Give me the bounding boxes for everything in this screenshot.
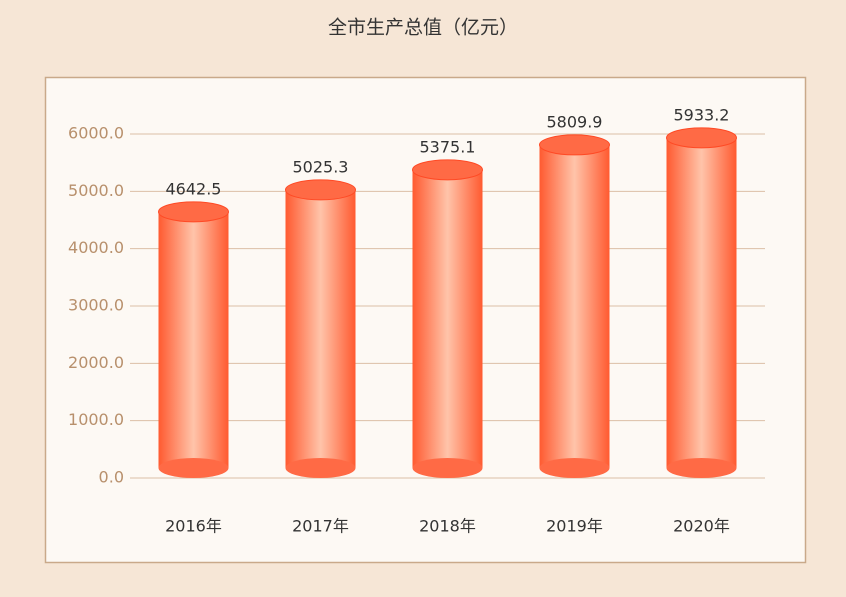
x-tick-label: 2019年 <box>546 517 603 536</box>
bar-cap <box>285 179 356 201</box>
bar <box>158 211 229 468</box>
x-tick-label: 2020年 <box>673 517 730 536</box>
bar-cap <box>539 134 610 156</box>
value-label: 5375.1 <box>420 137 476 156</box>
bar-cap <box>666 127 737 149</box>
y-tick-label: 1000.0 <box>68 410 124 429</box>
bar-base <box>539 458 610 478</box>
y-tick-label: 6000.0 <box>68 124 124 143</box>
value-label: 4642.5 <box>166 179 222 198</box>
y-tick-label: 3000.0 <box>68 296 124 315</box>
value-label: 5809.9 <box>547 112 603 131</box>
bar-cap <box>412 159 483 181</box>
bar <box>285 189 356 468</box>
bar <box>666 137 737 468</box>
x-tick-label: 2018年 <box>419 517 476 536</box>
y-tick-label: 0.0 <box>99 468 124 487</box>
bar-base <box>158 458 229 478</box>
bar <box>412 169 483 468</box>
value-label: 5025.3 <box>293 157 349 176</box>
bar-base <box>285 458 356 478</box>
y-tick-label: 2000.0 <box>68 353 124 372</box>
chart-title: 全市生产总值（亿元） <box>328 17 518 39</box>
bar-base <box>666 458 737 478</box>
x-tick-label: 2016年 <box>165 517 222 536</box>
x-tick-label: 2017年 <box>292 517 349 536</box>
bar-cap <box>158 201 229 223</box>
bar-base <box>412 458 483 478</box>
y-tick-label: 4000.0 <box>68 238 124 257</box>
y-tick-label: 5000.0 <box>68 181 124 200</box>
value-label: 5933.2 <box>674 105 730 124</box>
bar <box>539 144 610 469</box>
